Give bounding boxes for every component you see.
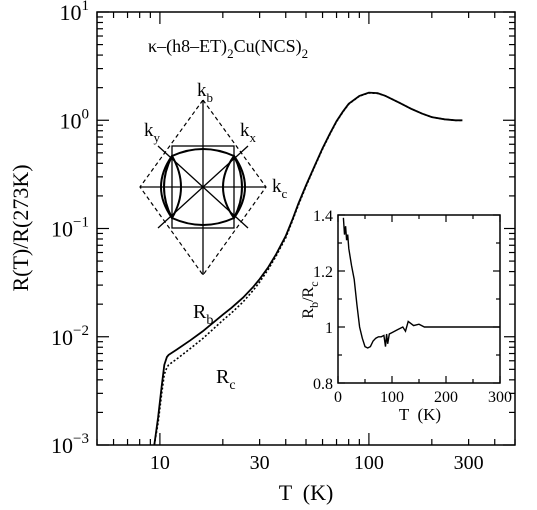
- x-tick-label: 30: [250, 452, 270, 474]
- fermi-pocket-left: [160, 154, 182, 220]
- inset-axis-ticks: 0 100 200 300 0.8 1 1.2 1.4: [313, 208, 512, 406]
- y-tick-label: 10−2: [51, 323, 89, 350]
- inset-curves: [342, 217, 500, 349]
- label-kc: kc: [272, 176, 288, 201]
- x-tick-label: 10: [150, 452, 170, 474]
- x-axis-label: T (K): [279, 480, 334, 505]
- y-tick-label: 10−1: [51, 215, 89, 242]
- x-tick-label: 300: [454, 452, 484, 474]
- inset-x-tick-label: 200: [434, 389, 458, 406]
- inset-x-tick-label: 300: [488, 389, 512, 406]
- inset-plot: 0 100 200 300 0.8 1 1.2 1.4 T (K) Rb/Rc: [300, 206, 512, 424]
- inset-y-tick-label: 1.2: [313, 264, 333, 281]
- label-ky: ky: [144, 120, 161, 145]
- y-tick-label: 100: [60, 106, 90, 133]
- brillouin-zone-outline: [139, 98, 267, 277]
- x-tick-label: 100: [354, 452, 384, 474]
- inset-x-tick-label: 100: [380, 389, 404, 406]
- series-label-rb: Rb: [193, 301, 213, 328]
- fermi-pocket-right: [222, 154, 246, 220]
- inset-y-tick-label: 1.4: [313, 208, 333, 225]
- fermi-surface-diagram: kb kx ky kc: [139, 80, 288, 277]
- inset-y-axis-label: Rb/Rc: [300, 281, 321, 318]
- inset-ratio-line: [342, 217, 500, 349]
- inset-y-tick-label: 0.8: [313, 376, 333, 393]
- y-axis-label: R(T)/R(273K): [8, 164, 33, 291]
- inset-x-axis-label: T (K): [399, 405, 441, 424]
- inset-y-tick-label: 1: [325, 320, 333, 337]
- y-tick-label: 101: [60, 0, 90, 25]
- main-curves: [153, 91, 463, 446]
- series-label-rc: Rc: [216, 366, 236, 393]
- chart-title: κ–(h8–ET)2Cu(NCS)2: [148, 36, 308, 61]
- inset-x-tick-label: 0: [334, 389, 342, 406]
- label-kb: kb: [197, 80, 213, 105]
- unit-rectangle: [171, 145, 235, 229]
- y-tick-label: 10−3: [51, 431, 89, 458]
- label-kx: kx: [240, 120, 257, 145]
